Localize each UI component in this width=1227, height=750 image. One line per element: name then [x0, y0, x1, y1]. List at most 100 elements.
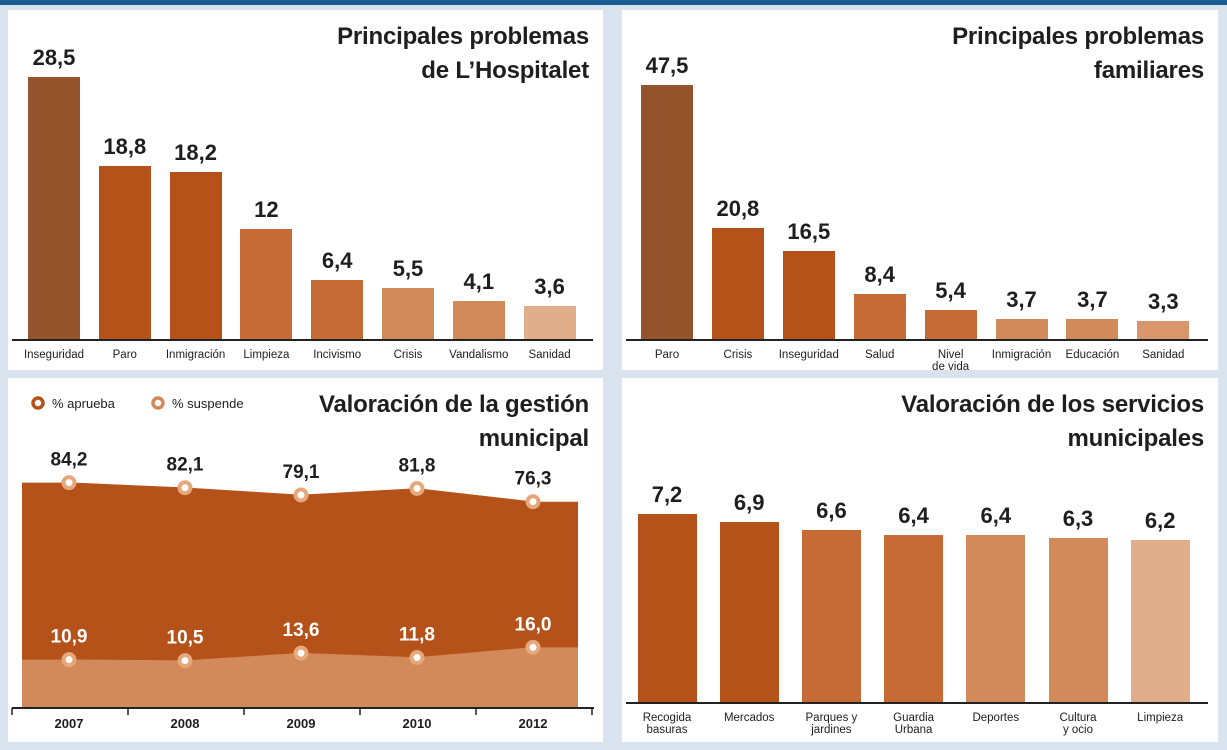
point-marker: [525, 494, 541, 510]
category-label: Guardia Urbana: [893, 712, 935, 736]
category-label: Paro: [112, 349, 137, 361]
value-label: 18,8: [103, 134, 147, 160]
legend-marker: [31, 396, 45, 410]
value-label: 5,5: [392, 256, 424, 282]
value-label: 81,8: [399, 455, 436, 476]
x-tick-label: 2012: [519, 716, 548, 731]
category-label: Inmigración: [165, 349, 226, 361]
category-label: Inmigración: [991, 349, 1052, 361]
value-label: 4,1: [463, 269, 495, 295]
category-label: Vandalismo: [449, 349, 509, 361]
bar: [995, 319, 1048, 339]
bar: [523, 305, 576, 339]
bar: [1066, 319, 1119, 339]
bar: [382, 288, 434, 339]
category-label: Cultura y ocio: [1059, 712, 1097, 736]
chart-panel: 47,5 Paro 20,8 Crisis 16,5 Inseguridad 8,4 Salu…: [622, 10, 1218, 370]
chart-title: Principales problemas familiares: [952, 23, 1204, 84]
bar: [169, 171, 222, 339]
point-marker: [409, 650, 425, 666]
value-label: 3,6: [534, 273, 565, 299]
value-label: 16,0: [515, 614, 552, 635]
value-label: 79,1: [283, 462, 320, 483]
category-label: Crisis: [723, 349, 753, 361]
category-label: Limpieza: [243, 349, 290, 361]
category-label: Inseguridad: [23, 349, 85, 361]
point-marker: [293, 487, 309, 503]
value-label: 6,9: [733, 489, 765, 515]
value-label: 11,8: [399, 625, 435, 646]
axis-line: [626, 702, 1208, 704]
value-label: 7,2: [651, 482, 683, 507]
category-label: Recogida basuras: [642, 712, 692, 736]
chart-title: Valoración de los servicios municipales: [901, 391, 1204, 452]
bar: [28, 77, 80, 339]
x-tick-label: 2010: [403, 716, 432, 731]
value-label: 47,5: [645, 53, 689, 78]
value-label: 6,4: [321, 248, 353, 274]
point-marker: [177, 653, 193, 669]
value-label: 16,5: [787, 218, 831, 244]
bar: [311, 280, 364, 339]
value-label: 28,5: [32, 45, 76, 70]
legend-label: % aprueba: [52, 396, 116, 411]
bar: [711, 227, 764, 339]
value-label: 20,8: [716, 195, 760, 221]
value-label: 6,4: [980, 502, 1012, 528]
point-marker: [61, 652, 77, 668]
category-label: Sanidad: [528, 349, 571, 361]
category-label: Nivel de vida: [932, 349, 970, 370]
value-label: 8,4: [864, 262, 895, 288]
value-label: 12: [254, 196, 279, 222]
point-marker: [525, 639, 541, 655]
legend-marker: [151, 396, 165, 410]
bar: [641, 85, 693, 339]
value-label: 18,2: [174, 139, 217, 165]
chart-title: Principales problemas de L’Hospitalet: [337, 23, 589, 84]
value-label: 6,4: [898, 502, 929, 528]
category-label: Mercados: [723, 712, 775, 724]
chart-title: Valoración de la gestión municipal: [319, 391, 589, 452]
x-tick-label: 2009: [287, 716, 316, 731]
bar: [966, 534, 1026, 702]
axis-line: [626, 339, 1208, 341]
chart-panel: 7,2 Recogida basuras 6,9 Mercados 6,6 Parques…: [622, 378, 1218, 742]
bar: [637, 514, 697, 702]
chart-panel: 84,2 82,1 79,1 81,8 76,3 % aprueba 10,9 10,5 13,…: [8, 378, 603, 742]
bar: [98, 166, 151, 339]
bar: [719, 521, 779, 702]
bar: [1048, 537, 1108, 702]
value-label: 84,2: [51, 450, 88, 471]
category-label: Paro: [654, 349, 680, 361]
category-label: Sanidad: [1142, 349, 1185, 361]
value-label: 10,9: [51, 627, 88, 648]
category-label: Educación: [1065, 349, 1120, 361]
value-label: 3,7: [1077, 287, 1108, 313]
point-marker: [409, 480, 425, 496]
category-label: Salud: [864, 349, 895, 361]
x-tick-label: 2008: [171, 716, 200, 731]
bar: [452, 301, 505, 339]
category-label: Parques y jardines: [805, 712, 858, 736]
bar: [853, 294, 906, 339]
bar: [1130, 540, 1190, 702]
value-label: 13,6: [283, 620, 320, 641]
point-marker: [293, 645, 309, 661]
bar: [801, 529, 861, 702]
chart-panel: 28,5 Inseguridad 18,8 Paro 18,2 Inmigración 12…: [8, 10, 603, 370]
value-label: 6,3: [1062, 505, 1094, 531]
value-label: 76,3: [515, 469, 552, 490]
category-label: Deportes: [972, 712, 1020, 724]
bar: [924, 310, 977, 339]
point-marker: [61, 475, 77, 491]
value-label: 6,2: [1144, 508, 1176, 534]
value-label: 5,4: [935, 278, 966, 304]
bar: [240, 228, 293, 339]
category-label: Crisis: [393, 349, 423, 361]
area-chart: 84,2 82,1 79,1 81,8 76,3 % aprueba 10,9 10,5 13,…: [11, 396, 594, 731]
value-label: 6,6: [816, 497, 847, 523]
x-tick-label: 2007: [55, 716, 84, 731]
value-label: 10,5: [167, 628, 204, 649]
category-label: Incivismo: [313, 349, 362, 361]
